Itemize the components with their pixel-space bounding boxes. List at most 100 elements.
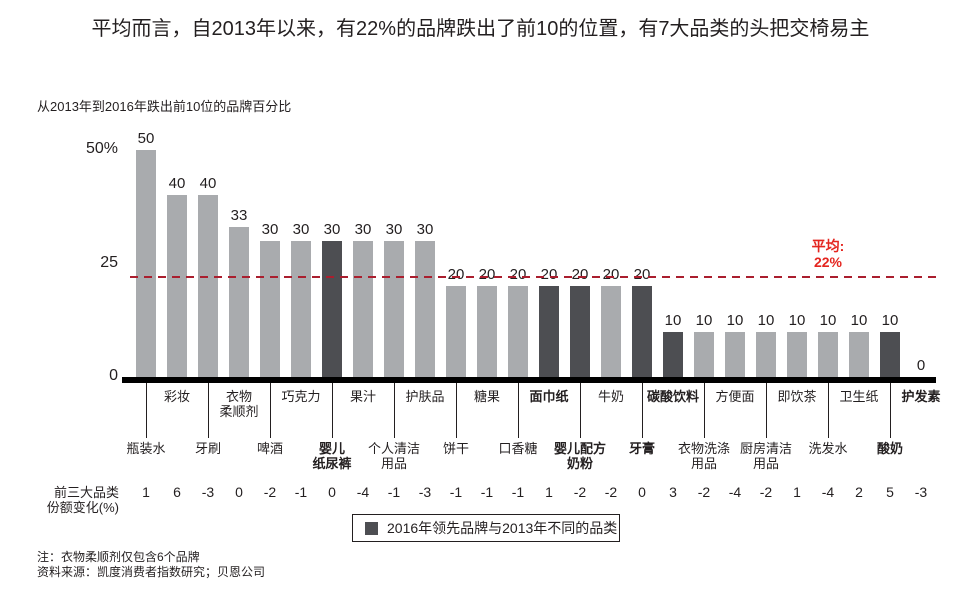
category-leader-line [642,383,643,438]
category-label-line: 饼干 [442,441,469,456]
category-label-饼干: 饼干 [421,441,491,456]
share-change-value: -3 [201,484,215,500]
category-leader-line [146,383,147,438]
average-label-line1: 平均: [811,238,845,254]
bar-value-label: 20 [571,266,589,283]
category-label-line: 护肤品 [405,389,445,404]
category-label-line: 碳酸饮料 [646,389,699,404]
share-change-value: 0 [328,484,336,500]
y-axis-tick-label: 25 [100,253,118,271]
share-change-value: -1 [387,484,401,500]
category-label-牛奶: 牛奶 [576,389,646,404]
bar-饼干 [446,286,466,377]
category-label-洗发水: 洗发水 [793,441,863,456]
category-label-方便面: 方便面 [700,389,770,404]
footnote: 注：衣物柔顺剂仅包含6个品牌 [37,550,200,564]
bar-婴儿纸尿裤 [322,241,342,377]
category-leader-line [394,383,395,438]
category-leader-line [332,383,333,438]
bar-value-label: 10 [850,312,868,329]
category-label-个人清洁用品: 个人清洁 用品 [359,441,429,471]
category-leader-line [580,383,581,438]
bar-巧克力 [291,241,311,377]
x-axis-baseline [122,377,936,383]
category-leader-line [208,383,209,438]
category-label-line: 婴儿配方 [553,441,606,456]
category-label-婴儿配方奶粉: 婴儿配方 奶粉 [545,441,615,471]
category-label-line: 纸尿裤 [312,456,352,471]
bar-value-label: 10 [819,312,837,329]
share-change-value: -1 [294,484,308,500]
bar-厨房清洁用品 [756,332,776,377]
bar-value-label: 50 [137,130,155,147]
category-label-牙刷: 牙刷 [173,441,243,456]
bar-牙膏 [632,286,652,377]
bar-value-label: 30 [292,221,310,238]
share-change-row-label-line1: 前三大品类 [53,485,119,500]
bar-value-label: 10 [788,312,806,329]
bar-瓶装水 [136,150,156,377]
category-label-护肤品: 护肤品 [390,389,460,404]
bar-value-label: 40 [168,175,186,192]
share-change-value: -4 [356,484,370,500]
bar-value-label: 30 [416,221,434,238]
share-change-value: -4 [728,484,742,500]
category-label-巧克力: 巧克力 [266,389,336,404]
bar-即饮茶 [787,332,807,377]
bar-value-label: 30 [385,221,403,238]
category-label-line: 用品 [690,456,717,471]
chart-title: 平均而言，自2013年以来，有22%的品牌跌出了前10的位置，有7大品类的头把交… [91,18,870,40]
share-change-value: -3 [418,484,432,500]
category-label-衣物柔顺剂: 衣物 柔顺剂 [204,389,274,419]
share-change-value: 3 [669,484,677,500]
bar-啤酒 [260,241,280,377]
category-label-啤酒: 啤酒 [235,441,305,456]
category-label-line: 奶粉 [566,456,593,471]
bar-个人清洁用品 [384,241,404,377]
category-label-口香糖: 口香糖 [483,441,553,456]
average-label: 平均: 22% [788,238,868,270]
share-change-value: 0 [235,484,243,500]
bar-value-label: 20 [633,266,651,283]
bar-卫生纸 [849,332,869,377]
bar-value-label: 10 [664,312,682,329]
bar-婴儿配方奶粉 [570,286,590,377]
share-change-value: 1 [793,484,801,500]
category-label-line: 啤酒 [256,441,283,456]
bar-value-label: 20 [478,266,496,283]
category-label-line: 个人清洁 [367,441,420,456]
share-change-value: -2 [263,484,277,500]
share-change-value: -1 [449,484,463,500]
category-label-line: 牙刷 [194,441,221,456]
average-label-line2: 22% [813,254,843,270]
bar-口香糖 [508,286,528,377]
category-label-line: 即饮茶 [777,389,817,404]
bar-value-label: 20 [509,266,527,283]
category-label-line: 糖果 [473,389,500,404]
category-label-碳酸饮料: 碳酸饮料 [638,389,708,404]
category-label-line: 酸奶 [876,441,903,456]
bar-value-label: 10 [695,312,713,329]
category-label-果汁: 果汁 [328,389,398,404]
chart-subtitle: 从2013年到2016年跌出前10位的品牌百分比 [37,99,292,114]
share-change-value: 5 [886,484,894,500]
bar-value-label: 20 [447,266,465,283]
category-leader-line [890,383,891,438]
category-label-酸奶: 酸奶 [855,441,925,456]
legend-label: 2016年领先品牌与2013年不同的品类 [387,520,618,536]
bar-value-label: 30 [354,221,372,238]
share-change-value: -1 [480,484,494,500]
category-label-line: 洗发水 [808,441,848,456]
category-label-面巾纸: 面巾纸 [514,389,584,404]
category-label-line: 用品 [752,456,779,471]
category-label-瓶装水: 瓶装水 [111,441,181,456]
share-change-row-label: 前三大品类 份额变化(%) [24,485,119,515]
share-change-value: -1 [511,484,525,500]
category-label-line: 用品 [380,456,407,471]
share-change-value: -2 [697,484,711,500]
category-label-line: 护发素 [901,389,941,404]
legend-dark-swatch-icon [365,521,378,535]
bar-护肤品 [415,241,435,377]
category-label-彩妆: 彩妆 [142,389,212,404]
category-label-line: 婴儿 [318,441,345,456]
